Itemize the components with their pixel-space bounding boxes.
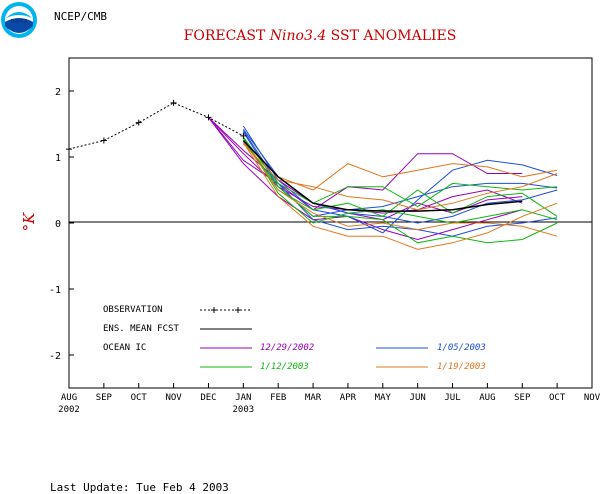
y-axis-label: °K [20, 212, 38, 232]
legend-observation-line [200, 307, 252, 313]
x-tick-label: FEB [270, 393, 286, 403]
series-group [66, 99, 558, 250]
member-line-dec29 [208, 117, 523, 241]
member-line-jan12 [242, 136, 558, 224]
legend-ens-label: ENS. MEAN FCST [103, 324, 179, 334]
legend-observation-marker [211, 307, 217, 313]
member-line-jan12 [242, 136, 558, 208]
x-tick-label: SEP [96, 393, 113, 403]
observation-marker [135, 119, 142, 126]
observation-marker [66, 146, 72, 153]
y-tick-label: -1 [49, 285, 61, 296]
agency-label: NCEP/CMB [54, 10, 107, 23]
legend-ocean-ic-label: OCEAN IC [103, 343, 146, 353]
title-italic: Nino3.4 [269, 28, 326, 44]
y-tick-label: 2 [55, 87, 61, 98]
x-tick-label: MAR [305, 393, 322, 403]
legend-observation-label: OBSERVATION [103, 305, 163, 315]
noaa-logo: noaa [1, 2, 37, 38]
x-tick-label: NOV [584, 393, 601, 403]
x-tick-label: OCT [131, 393, 148, 403]
last-update: Last Update: Tue Feb 4 2003 [50, 481, 229, 494]
member-line-dec29 [208, 117, 523, 211]
observation-marker [100, 137, 107, 144]
observation-marker [170, 99, 177, 106]
observation-marker [240, 132, 247, 139]
y-tick-label: -2 [49, 351, 61, 362]
legend-dec29-label: 12/29/2002 [260, 343, 314, 353]
y-tick-label: 0 [55, 219, 61, 230]
year-label: 2003 [232, 405, 254, 415]
ensemble-mean-line [242, 139, 523, 212]
x-tick-label: NOV [165, 393, 182, 403]
x-tick-label: AUG [479, 393, 495, 403]
x-tick-label: APR [340, 393, 357, 403]
x-tick-label: JAN [235, 393, 251, 403]
legend: OBSERVATION ENS. MEAN FCST OCEAN IC 12/2… [103, 305, 486, 372]
year-label: 2002 [58, 405, 80, 415]
member-line-jan05 [242, 128, 558, 224]
member-line-jan12 [242, 138, 558, 217]
x-tick-label: JUN [410, 393, 426, 403]
member-line-jan19 [242, 140, 558, 237]
title-prefix: FORECAST [184, 28, 270, 44]
logo-text: noaa [11, 17, 28, 25]
plot-frame [68, 57, 593, 389]
member-line-jan05 [242, 125, 558, 234]
x-tick-label: MAY [375, 393, 392, 403]
x-tick-label: JUL [444, 393, 460, 403]
y-axis: 2 1 0 -1 -2 [49, 87, 74, 362]
y-tick-label: 1 [55, 153, 61, 164]
chart-title: FORECAST Nino3.4 SST ANOMALIES [184, 28, 457, 44]
observation-marker [205, 114, 212, 121]
legend-jan12-label: 1/12/2003 [260, 362, 309, 372]
member-line-jan19 [242, 143, 558, 211]
legend-jan19-label: 1/19/2003 [437, 362, 486, 372]
observation-line [68, 102, 244, 150]
legend-observation-marker [235, 307, 241, 313]
legend-jan05-label: 1/05/2003 [437, 343, 486, 353]
x-tick-label: AUG [61, 393, 77, 403]
title-suffix: SST ANOMALIES [326, 28, 456, 44]
x-tick-label: SEP [514, 393, 531, 403]
x-axis: AUG SEP OCT NOV DEC JAN FEB MAR APR MAY JUN JUL AUG S… [58, 383, 601, 415]
x-tick-label: DEC [200, 393, 216, 403]
x-tick-label: OCT [549, 393, 566, 403]
